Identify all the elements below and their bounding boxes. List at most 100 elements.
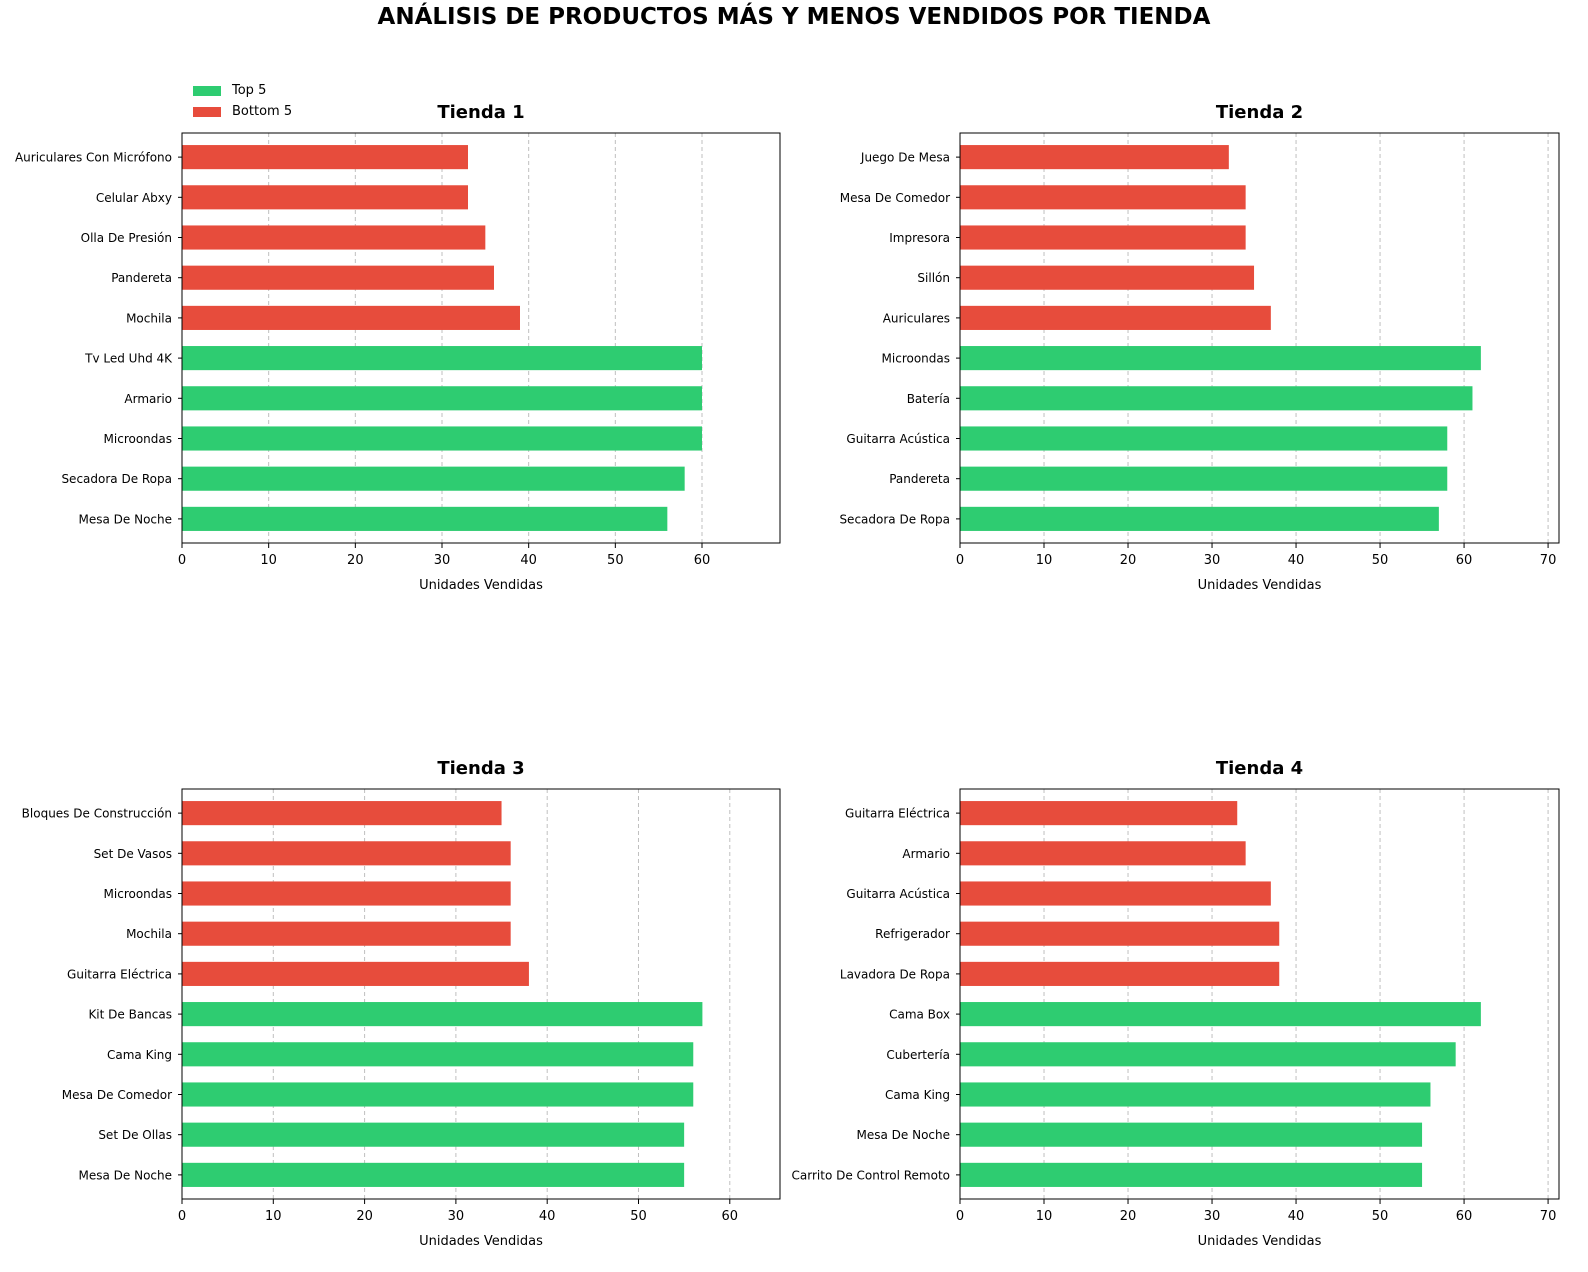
bar xyxy=(182,1162,685,1187)
category-label: Secadora De Ropa xyxy=(61,472,172,486)
axes-frame xyxy=(181,788,781,1200)
legend-swatch-top xyxy=(193,85,221,96)
x-tick-label: 50 xyxy=(630,1209,647,1224)
category-label: Olla De Presión xyxy=(81,231,172,245)
axes-frame xyxy=(181,132,781,544)
category-label: Tv Led Uhd 4K xyxy=(84,352,173,366)
category-label: Celular Abxy xyxy=(96,191,172,205)
chart-tienda-3: Tienda 3 Bloques De Construcción Set De Va… xyxy=(22,758,781,1249)
bar xyxy=(960,145,1229,170)
legend-entry-top: Top 5 xyxy=(190,80,292,101)
bar xyxy=(182,1042,694,1067)
legend-entry-bottom: Bottom 5 xyxy=(190,101,292,122)
category-label: Auriculares Con Micrófono xyxy=(15,151,172,165)
bar xyxy=(960,801,1238,826)
bar xyxy=(182,881,511,906)
category-label: Cubertería xyxy=(886,1048,950,1062)
bar xyxy=(960,881,1271,906)
x-tick-label: 50 xyxy=(607,553,624,568)
category-label: Auriculares xyxy=(883,311,950,325)
category-label: Microondas xyxy=(104,432,172,446)
axes-frame xyxy=(959,132,1560,544)
category-label: Batería xyxy=(907,392,950,406)
x-axis-label: Unidades Vendidas xyxy=(419,578,543,593)
x-tick-label: 70 xyxy=(1540,553,1557,568)
bar xyxy=(182,961,529,986)
legend-swatch-bottom xyxy=(193,106,221,117)
x-axis-label: Unidades Vendidas xyxy=(1198,578,1322,593)
category-label: Impresora xyxy=(889,231,950,245)
bar xyxy=(182,265,494,290)
bar xyxy=(182,466,685,491)
bar xyxy=(182,921,511,946)
category-label: Mesa De Comedor xyxy=(62,1088,172,1102)
category-label: Carrito De Control Remoto xyxy=(792,1168,950,1182)
x-tick-label: 20 xyxy=(1120,1209,1137,1224)
x-tick-label: 10 xyxy=(1036,1209,1053,1224)
category-label: Lavadora De Ropa xyxy=(840,967,950,981)
category-label: Mesa De Noche xyxy=(857,1128,951,1142)
x-tick-label: 60 xyxy=(694,553,711,568)
bar xyxy=(960,921,1280,946)
chart-title: Tienda 1 xyxy=(437,102,524,123)
x-tick-label: 40 xyxy=(1288,1209,1305,1224)
category-label: Guitarra Eléctrica xyxy=(67,967,172,981)
x-tick-label: 20 xyxy=(347,553,364,568)
category-label: Secadora De Ropa xyxy=(839,512,950,526)
bar xyxy=(182,185,468,210)
bar xyxy=(960,506,1439,531)
category-label: Cama King xyxy=(885,1088,950,1102)
category-label: Sillón xyxy=(917,271,950,285)
x-axis-label: Unidades Vendidas xyxy=(419,1234,543,1249)
bar xyxy=(182,841,511,866)
axes-frame xyxy=(959,788,1560,1200)
x-tick-label: 40 xyxy=(1288,553,1305,568)
x-tick-label: 30 xyxy=(434,553,451,568)
x-axis-label: Unidades Vendidas xyxy=(1198,1234,1322,1249)
chart-title: Tienda 3 xyxy=(437,758,524,779)
x-tick-label: 40 xyxy=(539,1209,556,1224)
bar xyxy=(182,386,702,411)
figure-title: ANÁLISIS DE PRODUCTOS MÁS Y MENOS VENDID… xyxy=(377,4,1211,30)
category-label: Mochila xyxy=(126,311,172,325)
bar xyxy=(182,426,702,451)
bar xyxy=(182,145,468,170)
x-tick-label: 0 xyxy=(956,1209,964,1224)
x-tick-label: 50 xyxy=(1372,1209,1389,1224)
category-label: Armario xyxy=(124,392,172,406)
x-tick-label: 60 xyxy=(1456,553,1473,568)
bar xyxy=(960,265,1255,290)
category-label: Guitarra Acústica xyxy=(846,432,950,446)
bar xyxy=(960,1002,1481,1027)
x-tick-label: 20 xyxy=(356,1209,373,1224)
bar xyxy=(960,225,1246,250)
bar xyxy=(182,1082,694,1107)
bar xyxy=(960,346,1481,371)
bar xyxy=(960,1042,1456,1067)
x-tick-label: 30 xyxy=(448,1209,465,1224)
x-tick-label: 60 xyxy=(1456,1209,1473,1224)
category-label: Armario xyxy=(902,847,950,861)
bar xyxy=(960,426,1448,451)
bar xyxy=(960,961,1280,986)
chart-tienda-1: Tienda 1 Auriculares Con Micrófono Celular… xyxy=(15,102,781,593)
x-tick-label: 0 xyxy=(178,553,186,568)
category-label: Mesa De Noche xyxy=(79,512,173,526)
x-tick-label: 30 xyxy=(1204,553,1221,568)
x-tick-label: 70 xyxy=(1540,1209,1557,1224)
bar xyxy=(960,1162,1423,1187)
category-label: Juego De Mesa xyxy=(860,151,950,165)
x-tick-label: 10 xyxy=(265,1209,282,1224)
bar xyxy=(960,305,1271,330)
category-label: Bloques De Construcción xyxy=(22,807,172,821)
x-tick-label: 40 xyxy=(520,553,537,568)
category-label: Cama King xyxy=(107,1048,172,1062)
category-label: Kit De Bancas xyxy=(88,1008,172,1022)
bar xyxy=(960,185,1246,210)
legend-label-bottom: Bottom 5 xyxy=(232,104,293,119)
category-label: Cama Box xyxy=(889,1008,950,1022)
bar xyxy=(960,386,1473,411)
category-label: Set De Vasos xyxy=(94,847,172,861)
legend: Top 5 Bottom 5 xyxy=(190,80,292,122)
x-tick-label: 10 xyxy=(260,553,277,568)
